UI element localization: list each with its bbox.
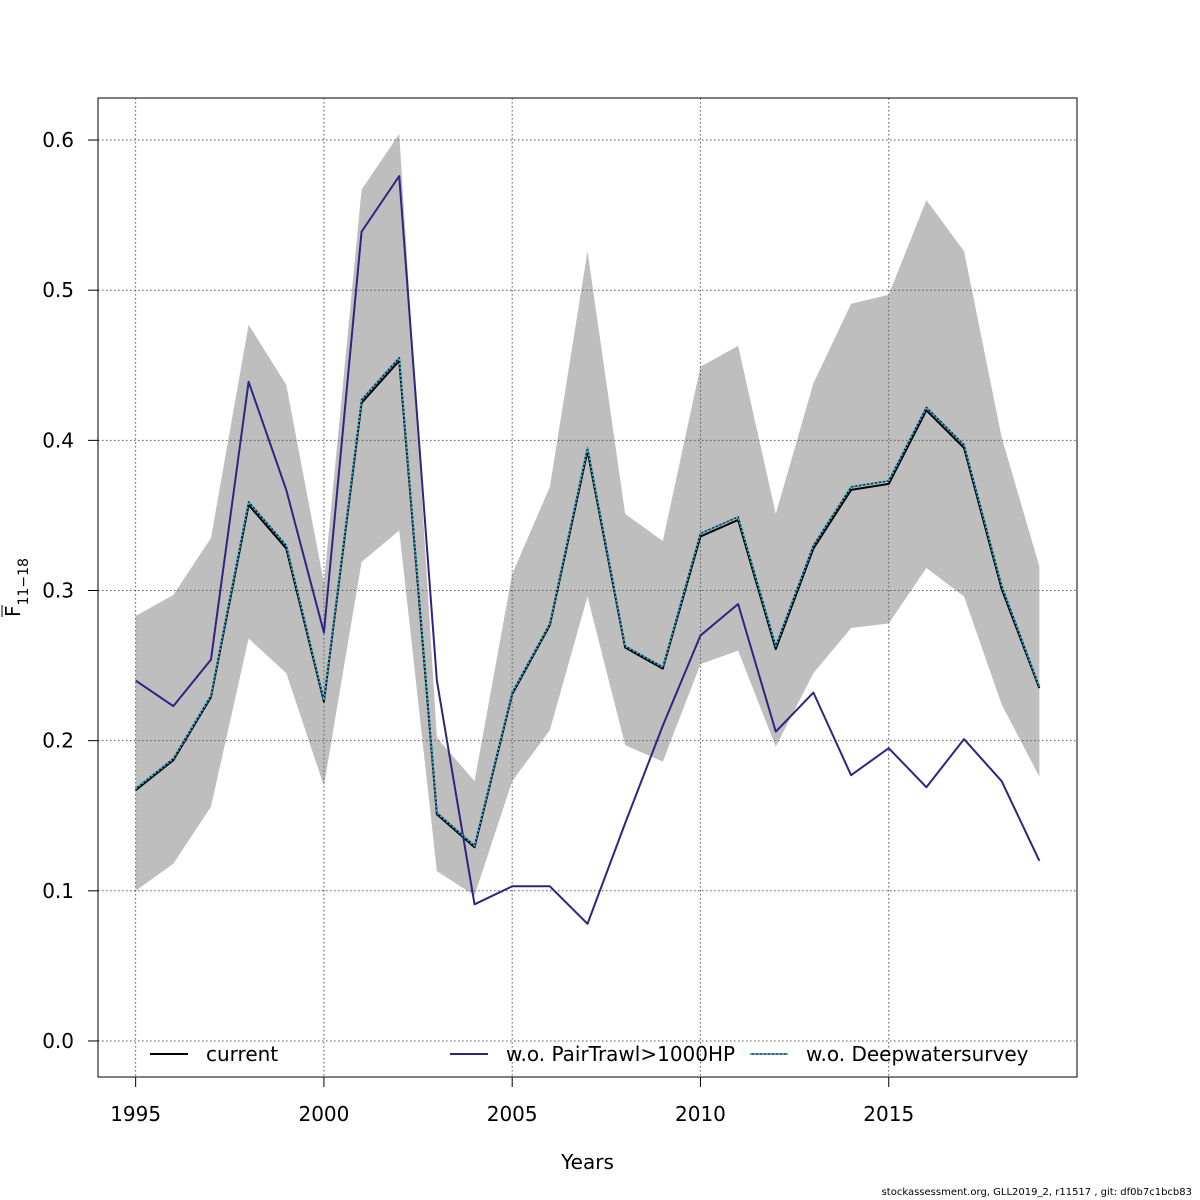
confidence-band-layer (135, 134, 1040, 896)
y-tick-label-0: 0.0 (42, 1029, 74, 1053)
series-line-2 (135, 356, 1041, 847)
y-tick-label-3: 0.3 (42, 579, 74, 603)
legend-label-0: current (206, 1042, 278, 1066)
y-axis-title: F11−18 (1, 558, 32, 617)
y-tick-label-4: 0.4 (42, 428, 74, 452)
x-axis-title: Years (560, 1150, 614, 1174)
x-tick-label-2000: 2000 (298, 1102, 349, 1126)
confidence-band (135, 134, 1040, 896)
footer-credit: stockassessment.org, GLL2019_2, r11517 ,… (881, 1187, 1192, 1198)
legend: current w.o. PairTrawl>1000HP w.o. Deepwat… (150, 1042, 1029, 1066)
y-axis-title-main: F (1, 605, 25, 617)
y-tick-label-6: 0.6 (42, 128, 74, 152)
x-tick-label-1995: 1995 (110, 1102, 161, 1126)
x-tick-label-2015: 2015 (863, 1102, 914, 1126)
legend-label-2: w.o. Deepwatersurvey (806, 1042, 1029, 1066)
y-tick-label-5: 0.5 (42, 278, 74, 302)
y-tick-label-2: 0.2 (42, 729, 74, 753)
grid-layer (98, 98, 1077, 1077)
y-axis-title-subscript: 11−18 (16, 558, 32, 605)
series-layer (135, 175, 1041, 925)
axis-layer: 1995 2000 2005 2010 2015 0.0 0.1 0.2 0.3 0.4 0.5 0.… (42, 128, 914, 1126)
x-tick-label-2005: 2005 (487, 1102, 538, 1126)
x-tick-label-2010: 2010 (675, 1102, 726, 1126)
legend-label-1: w.o. PairTrawl>1000HP (506, 1042, 735, 1066)
y-tick-label-1: 0.1 (42, 879, 74, 903)
series-line-1 (135, 175, 1041, 925)
